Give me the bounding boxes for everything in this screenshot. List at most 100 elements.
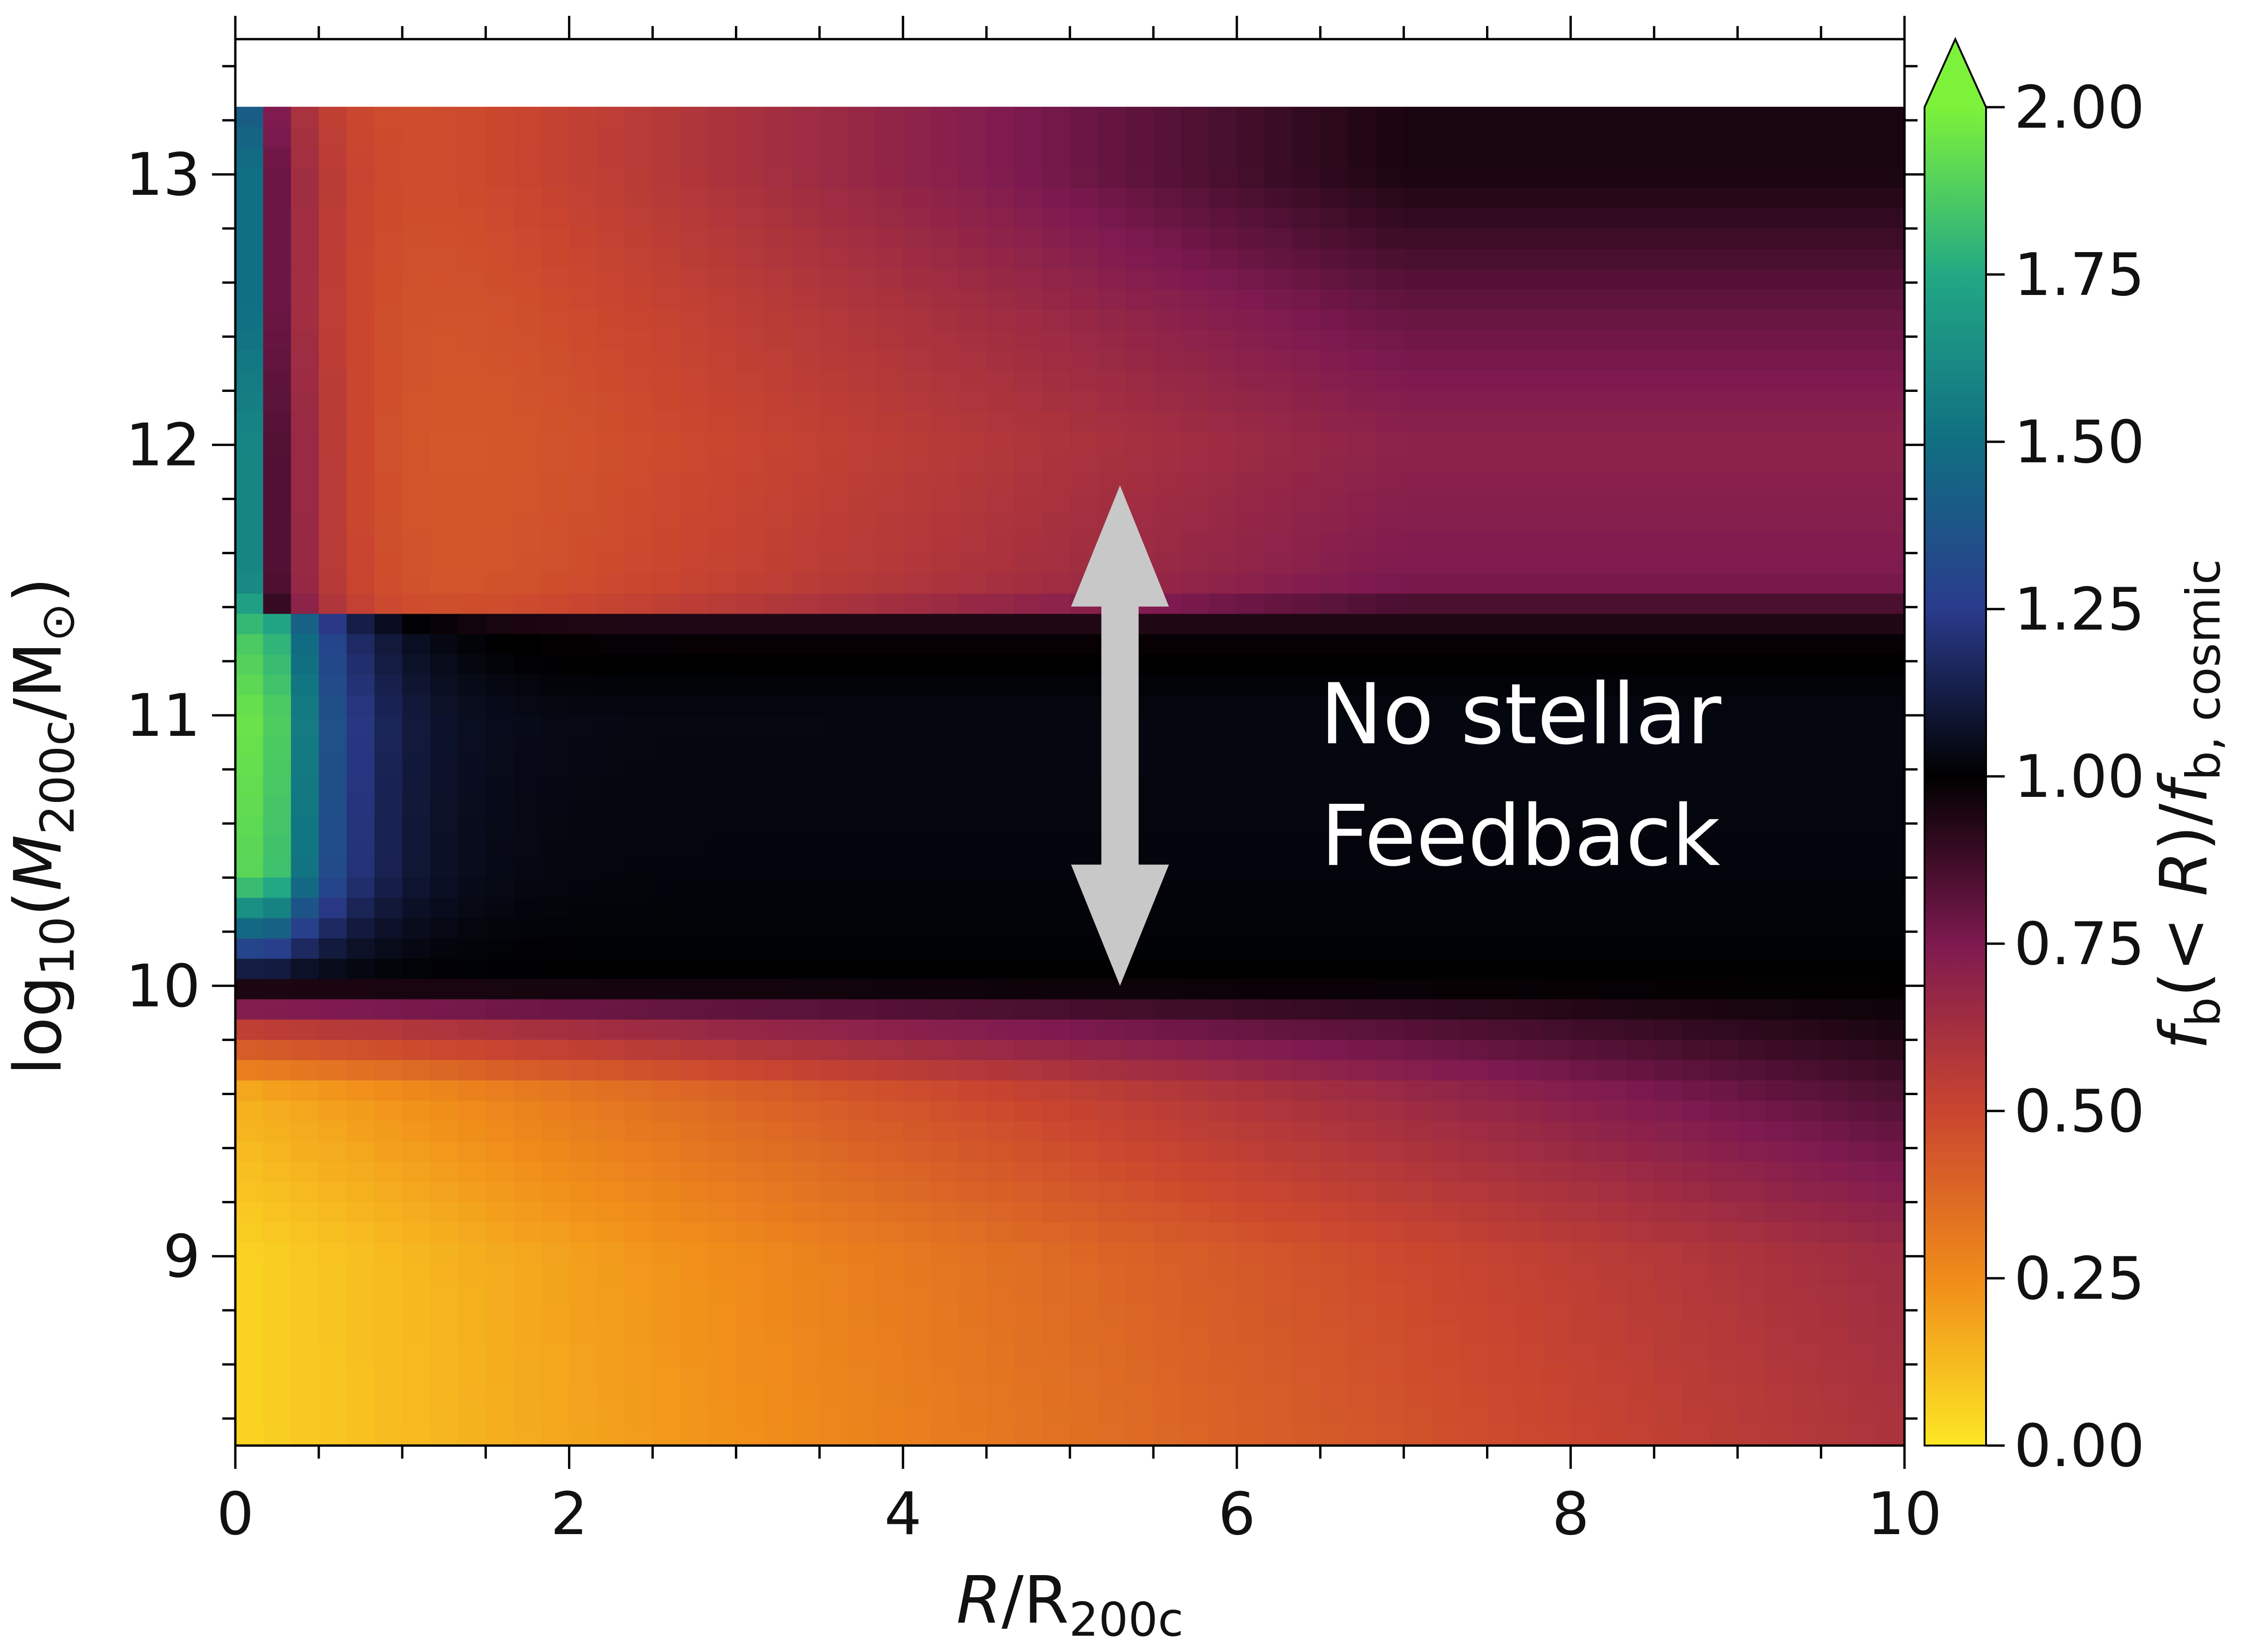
heatmap-cell — [1654, 107, 1683, 128]
heatmap-cell — [1404, 938, 1432, 960]
heatmap-cell — [1682, 127, 1711, 148]
heatmap-cell — [1737, 634, 1766, 655]
heatmap-cell — [1153, 938, 1182, 960]
heatmap-cell — [1181, 654, 1210, 675]
heatmap-cell — [1404, 1385, 1432, 1405]
colorbar-tick-label: 1.00 — [2014, 742, 2145, 811]
heatmap-cell — [1320, 431, 1349, 452]
heatmap-cell — [931, 695, 959, 716]
heatmap-cell — [430, 1242, 459, 1264]
heatmap-cell — [346, 248, 375, 270]
heatmap-cell — [1209, 898, 1238, 919]
heatmap-cell — [624, 1060, 653, 1081]
heatmap-cell — [1737, 533, 1766, 554]
heatmap-cell — [291, 1263, 320, 1284]
heatmap-cell — [624, 533, 653, 554]
heatmap-cell — [1765, 1425, 1794, 1446]
heatmap-cell — [986, 452, 1015, 473]
heatmap-cell — [1237, 1385, 1265, 1405]
heatmap-cell — [402, 1121, 431, 1142]
heatmap-cell — [680, 1303, 709, 1324]
heatmap-cell — [1710, 1344, 1738, 1365]
heatmap-cell — [792, 918, 820, 939]
heatmap-cell — [1209, 248, 1238, 270]
heatmap-cell — [1432, 167, 1460, 189]
heatmap-cell — [875, 228, 904, 249]
heatmap-cell — [1542, 208, 1571, 229]
heatmap-cell — [1710, 1101, 1738, 1122]
heatmap-cell — [1598, 1202, 1627, 1223]
heatmap-cell — [1515, 796, 1543, 817]
heatmap-cell — [680, 1344, 709, 1365]
heatmap-cell — [402, 228, 431, 249]
heatmap-cell — [1877, 776, 1905, 797]
heatmap-cell — [931, 472, 959, 493]
heatmap-cell — [1654, 1019, 1683, 1041]
heatmap-cell — [1292, 695, 1321, 716]
heatmap-cell — [1793, 979, 1822, 1000]
heatmap-cell — [1237, 228, 1265, 249]
heatmap-cell — [1710, 1040, 1738, 1061]
heatmap-cell — [1515, 1141, 1543, 1162]
heatmap-cell — [235, 188, 264, 209]
heatmap-cell — [1737, 674, 1766, 696]
heatmap-cell — [792, 370, 820, 391]
heatmap-cell — [931, 1303, 959, 1324]
heatmap-cell — [680, 1323, 709, 1345]
heatmap-cell — [1737, 756, 1766, 777]
heatmap-cell — [1125, 452, 1154, 473]
heatmap-cell — [959, 289, 987, 310]
heatmap-cell — [1487, 147, 1516, 168]
heatmap-cell — [1264, 959, 1293, 980]
heatmap-cell — [291, 715, 320, 736]
heatmap-cell — [764, 593, 792, 615]
heatmap-cell — [1237, 329, 1265, 351]
heatmap-cell — [1014, 1101, 1043, 1122]
heatmap-cell — [1432, 208, 1460, 229]
heatmap-cell — [1153, 1141, 1182, 1162]
heatmap-cell — [1821, 776, 1850, 797]
heatmap-cell — [1515, 107, 1543, 128]
heatmap-cell — [597, 1303, 625, 1324]
heatmap-cell — [847, 593, 876, 615]
heatmap-cell — [1014, 1385, 1043, 1405]
heatmap-cell — [1515, 715, 1543, 736]
heatmap-cell — [402, 654, 431, 675]
heatmap-cell — [514, 959, 542, 980]
heatmap-cell — [597, 1222, 625, 1243]
heatmap-cell — [1654, 329, 1683, 351]
heatmap-cell — [1432, 228, 1460, 249]
heatmap-cell — [1682, 1344, 1711, 1365]
heatmap-cell — [514, 1385, 542, 1405]
heatmap-cell — [319, 715, 347, 736]
heatmap-cell — [931, 1060, 959, 1081]
heatmap-cell — [1821, 1019, 1850, 1041]
heatmap-cell — [1654, 370, 1683, 391]
heatmap-cell — [903, 898, 932, 919]
heatmap-cell — [1237, 1019, 1265, 1041]
heatmap-cell — [931, 1385, 959, 1405]
heatmap-cell — [1264, 1080, 1293, 1102]
heatmap-cell — [1849, 370, 1877, 391]
heatmap-cell — [1487, 1344, 1516, 1365]
heatmap-cell — [319, 1060, 347, 1081]
heatmap-cell — [430, 370, 459, 391]
heatmap-cell — [875, 918, 904, 939]
heatmap-cell — [1042, 492, 1070, 513]
heatmap-cell — [1432, 1425, 1460, 1446]
heatmap-cell — [652, 1303, 681, 1324]
heatmap-cell — [486, 1161, 514, 1183]
heatmap-cell — [1710, 1405, 1738, 1426]
heatmap-cell — [847, 492, 876, 513]
heatmap-cell — [1320, 898, 1349, 919]
heatmap-cell — [792, 309, 820, 330]
heatmap-cell — [931, 614, 959, 635]
heatmap-cell — [1153, 1283, 1182, 1304]
heatmap-cell — [597, 147, 625, 168]
heatmap-cell — [402, 999, 431, 1020]
heatmap-cell — [1877, 1040, 1905, 1061]
heatmap-cell — [1542, 188, 1571, 209]
heatmap-cell — [319, 918, 347, 939]
heatmap-cell — [1292, 816, 1321, 838]
heatmap-cell — [1459, 472, 1488, 493]
